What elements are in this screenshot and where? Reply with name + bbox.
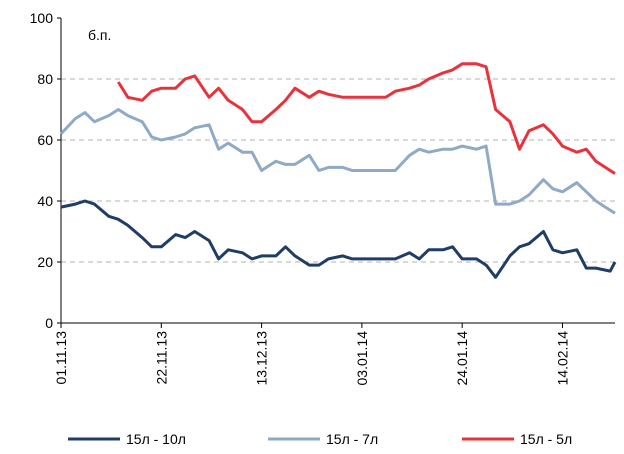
x-tick-label: 22.11.13 — [153, 331, 169, 385]
legend-label: 15л - 10л — [126, 431, 186, 447]
x-tick-label: 01.11.13 — [53, 331, 69, 385]
unit-annotation: б.п. — [88, 27, 111, 43]
y-tick-label: 0 — [45, 315, 53, 331]
series-line — [117, 62, 616, 175]
y-tick-label: 80 — [37, 71, 53, 87]
x-tick-label: 03.01.14 — [354, 331, 370, 386]
series-line — [60, 199, 617, 279]
legend-label: 15л - 5л — [520, 431, 572, 447]
y-tick-label: 100 — [30, 10, 54, 26]
y-tick-label: 40 — [37, 193, 53, 209]
legend-label: 15л - 7л — [326, 431, 378, 447]
series-line — [59, 108, 616, 215]
x-tick-label: 24.01.14 — [454, 331, 470, 386]
y-tick-label: 20 — [37, 254, 53, 270]
x-tick-label: 14.02.14 — [554, 331, 570, 386]
x-tick-label: 13.12.13 — [254, 331, 270, 386]
y-tick-label: 60 — [37, 132, 53, 148]
